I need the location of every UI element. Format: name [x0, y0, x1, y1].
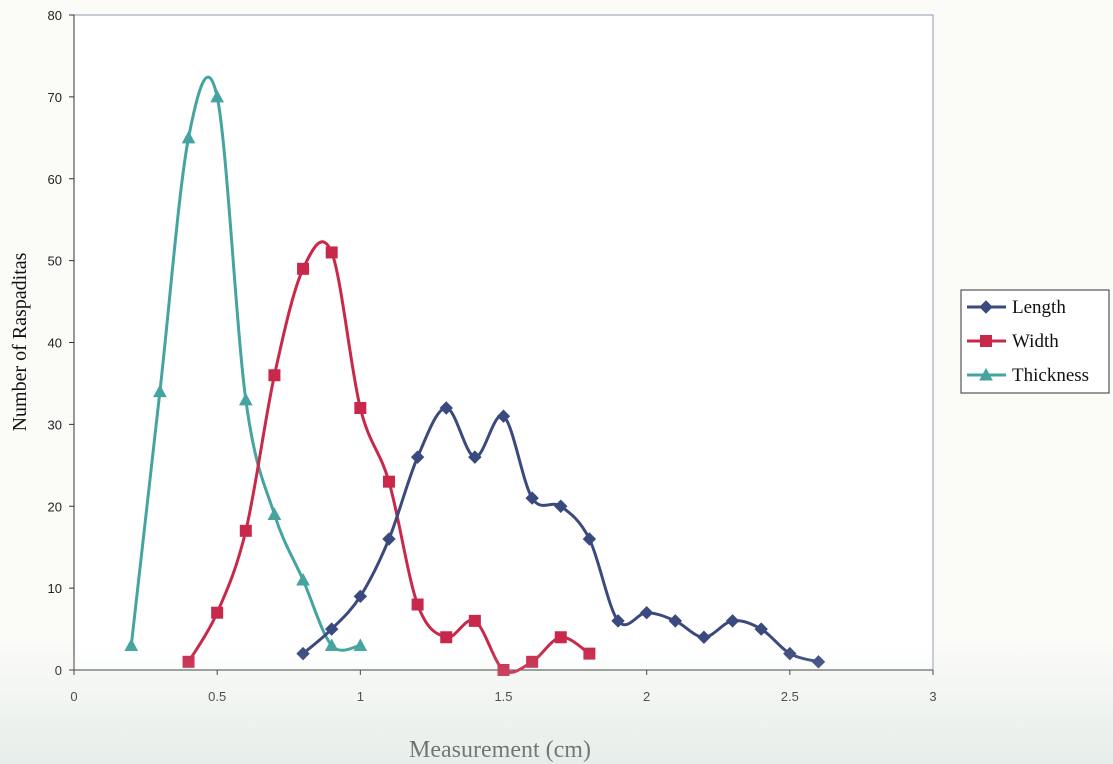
y-axis-ticks: 0 10 20 30 40 50 60 70 80 — [48, 8, 74, 678]
data-point-width — [497, 664, 510, 676]
data-point-width — [526, 655, 539, 668]
legend-label-thickness: Thickness — [1012, 365, 1089, 386]
x-tick-label: 2.5 — [781, 689, 799, 704]
x-tick-label: 3 — [929, 689, 936, 704]
data-point-width — [468, 614, 481, 627]
data-point-length — [496, 409, 511, 423]
data-point-thickness — [296, 572, 310, 586]
data-point-length — [611, 614, 625, 628]
data-point-thickness — [238, 392, 253, 406]
data-point-width — [382, 475, 395, 488]
data-point-width — [239, 524, 252, 537]
legend-label-length: Length — [1012, 297, 1066, 318]
data-point-length — [410, 450, 425, 464]
data-point-thickness — [181, 130, 196, 144]
legend-item-thickness: Thickness — [967, 365, 1089, 386]
data-point-length — [382, 532, 396, 546]
data-point-length — [525, 491, 539, 505]
data-point-length — [439, 401, 453, 415]
data-point-thickness — [153, 384, 167, 398]
data-point-width — [325, 246, 338, 259]
data-point-length — [725, 614, 740, 628]
y-tick-label: 50 — [48, 254, 62, 269]
y-tick-label: 80 — [48, 8, 62, 23]
legend-marker-thickness — [979, 367, 993, 381]
data-point-length — [668, 614, 683, 628]
plot-area — [73, 14, 934, 671]
data-point-length — [582, 532, 597, 546]
x-tick-label: 0 — [70, 689, 77, 704]
x-tick-label: 0.5 — [208, 689, 226, 704]
data-point-width — [583, 647, 596, 660]
legend-marker-length — [979, 300, 993, 314]
legend-marker-width — [980, 335, 992, 347]
data-point-length — [324, 622, 339, 636]
x-tick-label: 1.5 — [494, 689, 512, 704]
data-point-width — [411, 598, 424, 611]
y-tick-label: 60 — [48, 172, 62, 187]
data-point-thickness — [210, 89, 225, 103]
y-tick-label: 30 — [48, 417, 62, 432]
x-tick-label: 1 — [357, 689, 364, 704]
y-axis-title: Number of Raspaditas — [9, 252, 31, 431]
data-point-width — [211, 606, 224, 619]
data-point-length — [697, 630, 711, 644]
data-point-width — [297, 262, 310, 275]
y-tick-label: 20 — [48, 499, 62, 514]
data-point-length — [639, 605, 654, 620]
data-point-thickness — [267, 507, 282, 520]
x-axis-title: Measurement (cm) — [409, 737, 591, 763]
data-point-width — [354, 402, 367, 414]
y-tick-label: 10 — [48, 581, 62, 596]
legend-item-width: Width — [967, 331, 1059, 352]
data-point-width — [440, 631, 453, 644]
data-point-length — [353, 589, 368, 604]
data-point-width — [554, 631, 567, 644]
data-point-length — [554, 499, 568, 513]
x-tick-label: 2 — [643, 689, 650, 704]
legend-label-width: Width — [1012, 331, 1059, 352]
y-tick-label: 70 — [48, 90, 62, 105]
data-point-length — [468, 450, 482, 464]
legend-item-length: Length — [967, 297, 1066, 318]
y-tick-label: 0 — [55, 663, 62, 678]
data-point-width — [268, 369, 281, 382]
legend: Length Width Thickness — [960, 289, 1110, 394]
y-tick-label: 40 — [48, 336, 62, 351]
data-point-length — [754, 622, 768, 636]
data-point-width — [182, 655, 195, 668]
